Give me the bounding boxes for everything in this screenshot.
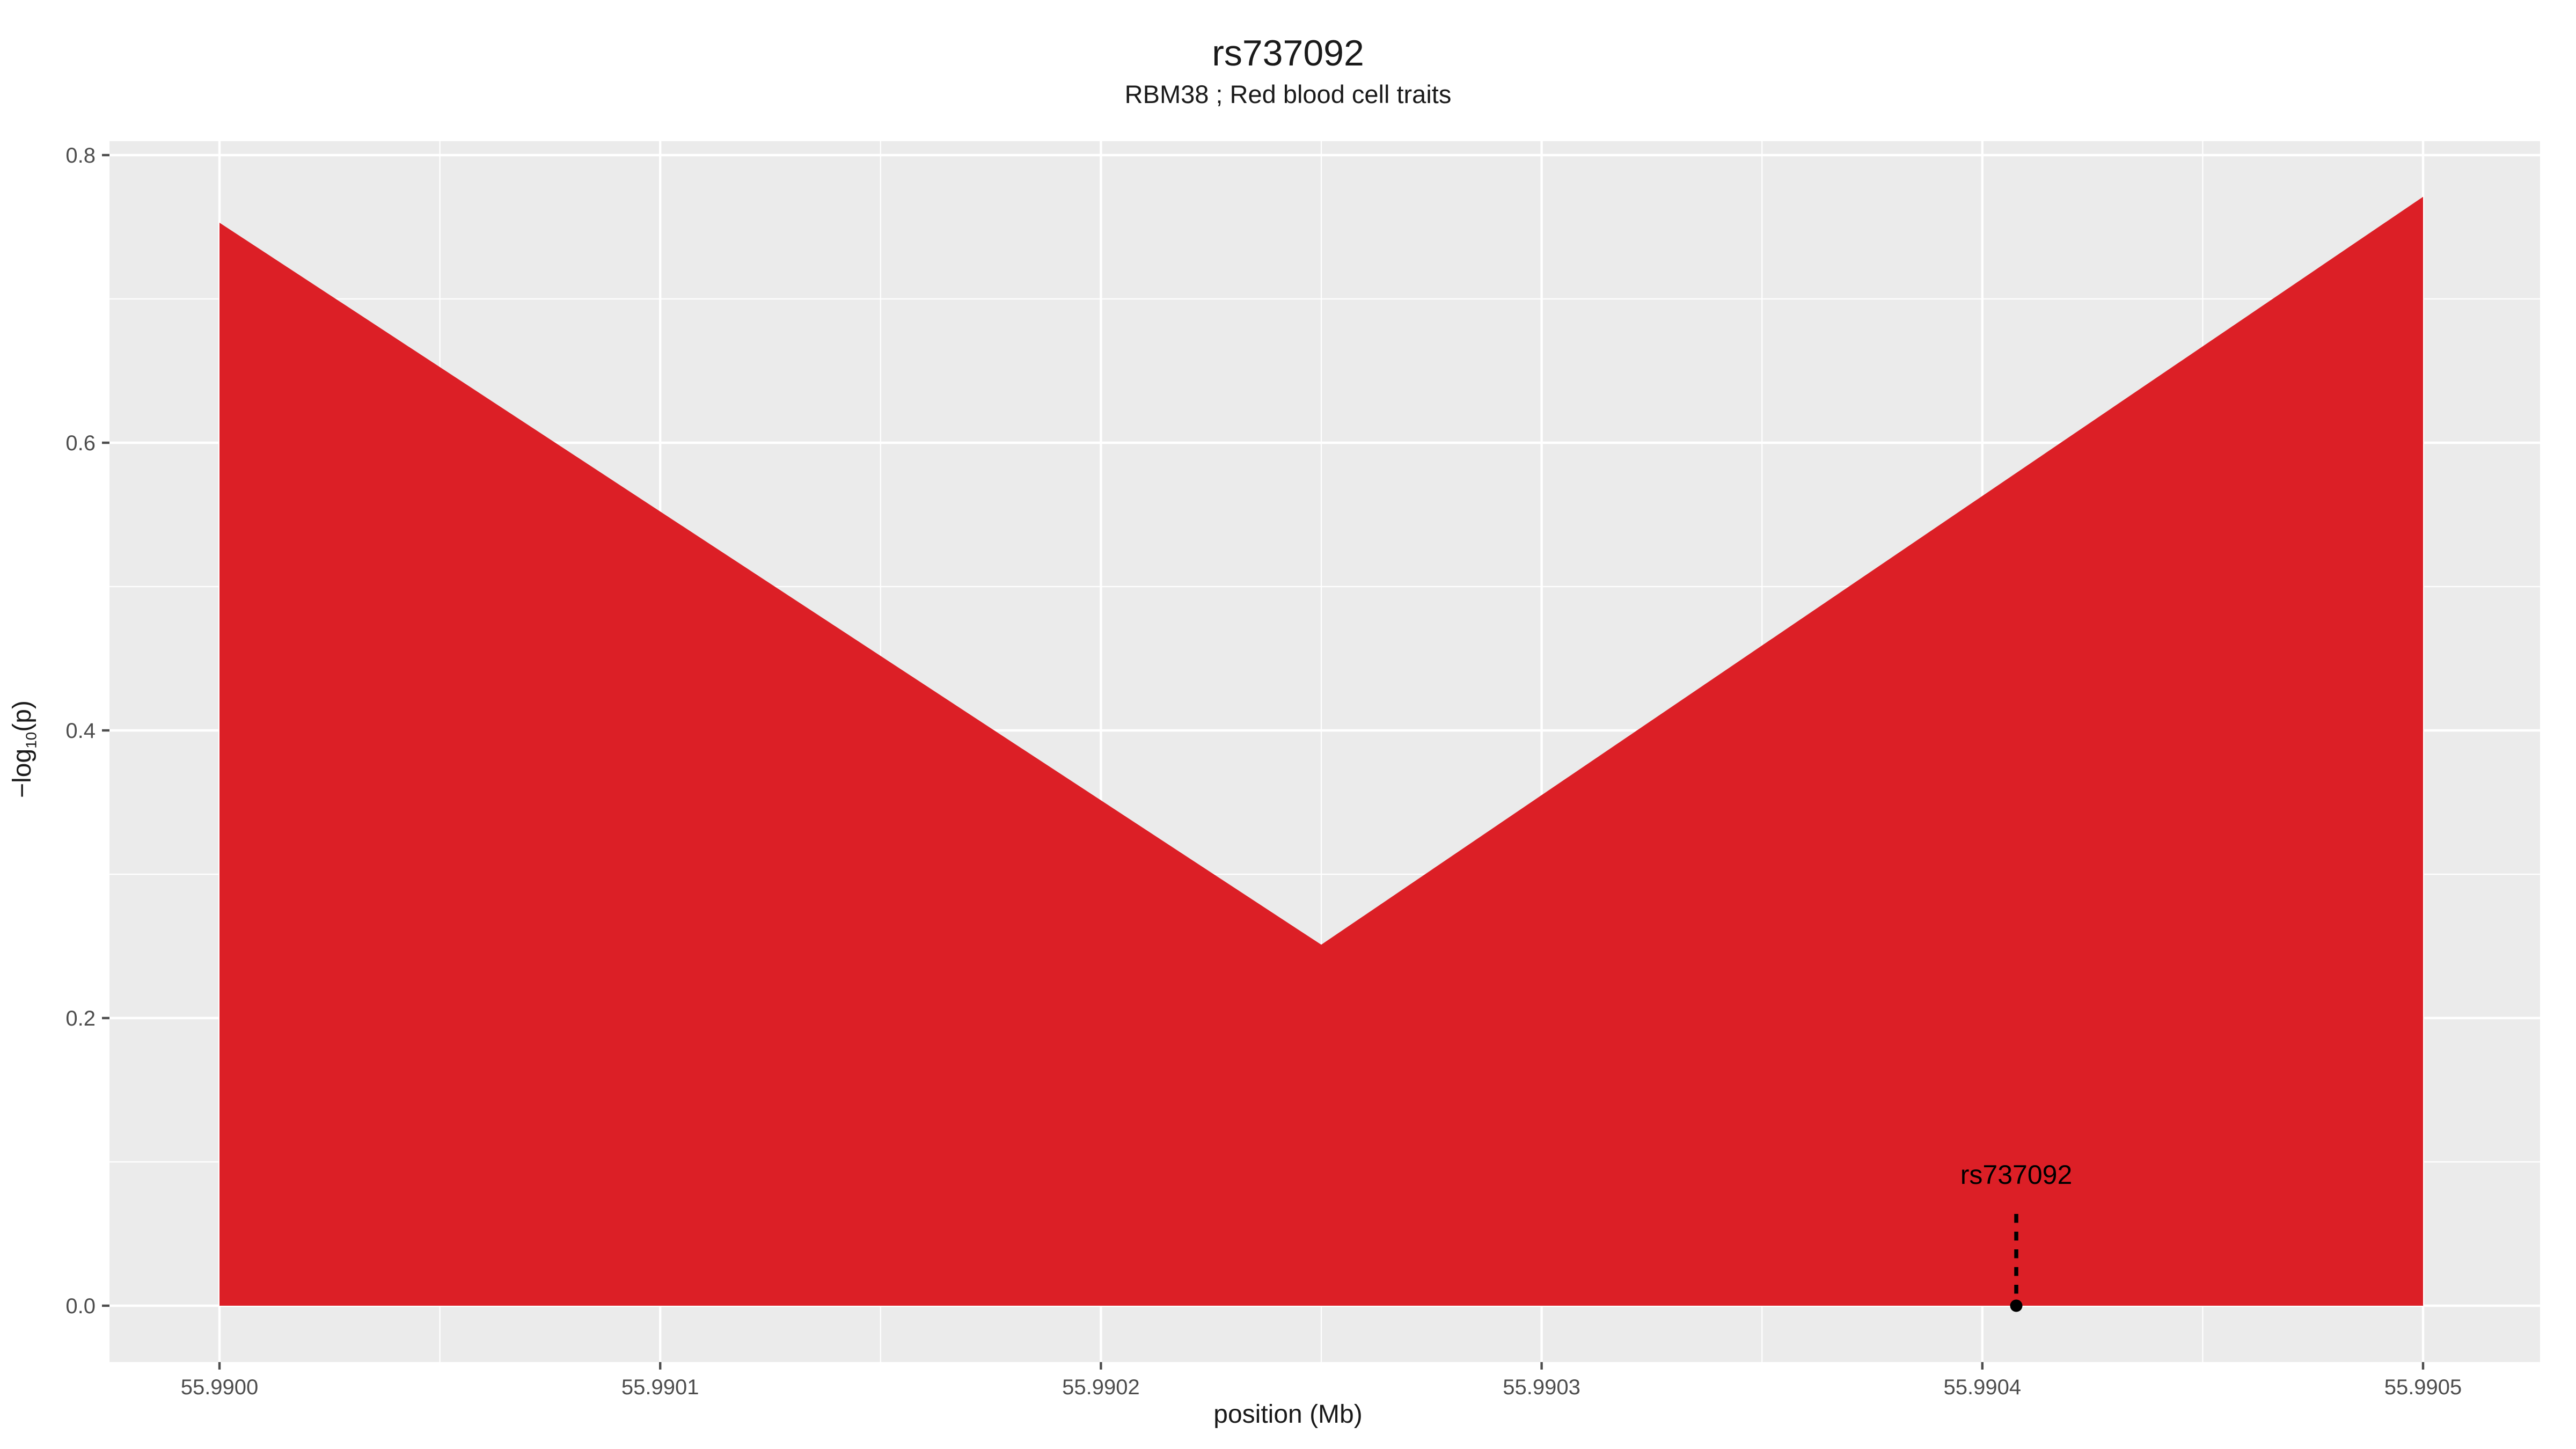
svg-text:55.9905: 55.9905 xyxy=(2384,1375,2462,1399)
svg-text:0.6: 0.6 xyxy=(65,431,96,455)
svg-text:rs737092: rs737092 xyxy=(1960,1160,2073,1190)
svg-text:55.9904: 55.9904 xyxy=(1944,1375,2022,1399)
svg-text:0.2: 0.2 xyxy=(65,1007,96,1030)
svg-text:55.9902: 55.9902 xyxy=(1062,1375,1140,1399)
svg-text:0.0: 0.0 xyxy=(65,1294,96,1318)
svg-text:0.4: 0.4 xyxy=(65,719,96,743)
svg-text:55.9901: 55.9901 xyxy=(621,1375,699,1399)
svg-text:55.9903: 55.9903 xyxy=(1503,1375,1580,1399)
svg-text:55.9900: 55.9900 xyxy=(181,1375,259,1399)
svg-text:0.8: 0.8 xyxy=(65,144,96,167)
